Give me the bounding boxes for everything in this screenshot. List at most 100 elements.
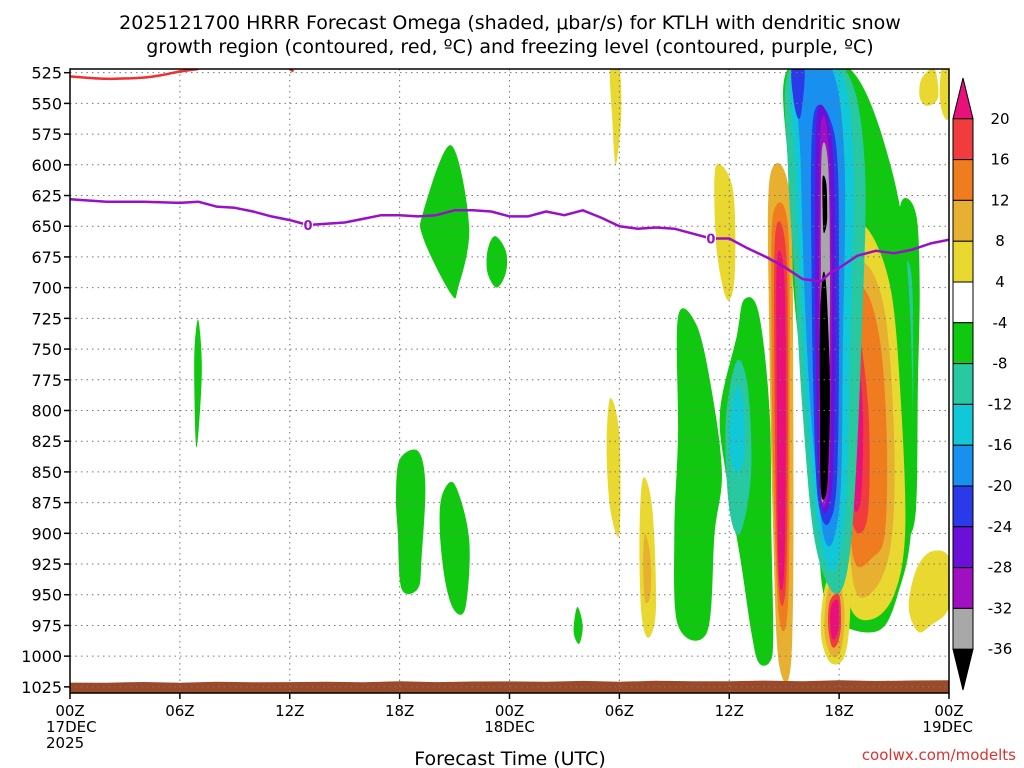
colorbar-label-9: -20 xyxy=(988,477,1013,495)
colorbar-bin-10 xyxy=(952,485,974,528)
x-tick-label-0-0: 00Z xyxy=(55,702,84,720)
omega-region-15 xyxy=(714,163,736,301)
y-tick-label-1025: 1025 xyxy=(21,678,62,697)
omega-region-34 xyxy=(830,599,840,640)
omega-region-17 xyxy=(643,533,652,604)
dgz-contour xyxy=(70,69,199,81)
colorbar-label-12: -32 xyxy=(988,599,1013,617)
colorbar-bin-1 xyxy=(952,118,974,161)
y-tick-label-750: 750 xyxy=(31,340,62,359)
omega-region-6 xyxy=(674,308,722,641)
x-tick-label-48-0: 00Z xyxy=(934,702,963,720)
x-tick-label-42-0: 18Z xyxy=(824,702,853,720)
omega-region-2 xyxy=(486,236,508,288)
colorbar-label-8: -16 xyxy=(988,436,1013,454)
omega-region-3 xyxy=(395,449,426,595)
colorbar-label-11: -28 xyxy=(988,559,1013,577)
y-tick-label-725: 725 xyxy=(31,309,62,328)
grid-lines xyxy=(69,69,950,693)
y-tick-label-800: 800 xyxy=(31,401,62,420)
colorbar-bin-2 xyxy=(952,159,974,201)
colorbar-bin-7 xyxy=(952,363,974,405)
omega-region-19 xyxy=(919,69,939,106)
x-tick-label-12-0: 12Z xyxy=(275,702,304,720)
colorbar-label-7: -12 xyxy=(988,395,1013,413)
omega-region-44 xyxy=(791,69,805,119)
colorbar-label-5: -4 xyxy=(993,314,1008,332)
y-tick-label-650: 650 xyxy=(31,217,62,236)
y-tick-label-925: 925 xyxy=(31,555,62,574)
x-tick-label-6-0: 06Z xyxy=(165,702,194,720)
freezing-level-label-0: 0 xyxy=(304,219,313,234)
colorbar-bin-8 xyxy=(952,403,974,446)
y-tick-label-1000: 1000 xyxy=(21,647,62,666)
x-tick-label-0-1: 17DEC xyxy=(46,718,97,736)
y-tick-label-625: 625 xyxy=(31,187,62,206)
y-tick-label-900: 900 xyxy=(31,524,62,543)
omega-region-4 xyxy=(439,481,470,615)
x-tick-label-48-1: 19DEC xyxy=(922,718,973,736)
colorbar-bin-0 xyxy=(952,77,974,120)
freezing-level-label-1: 0 xyxy=(706,233,715,248)
colorbar: 20 16 12 8 4 -4 -8 -12 -16 -20 -24 -28 -32 -36 xyxy=(952,77,1013,691)
omega-region-18 xyxy=(908,550,949,633)
colorbar-bin-11 xyxy=(952,526,974,569)
terrain-fill xyxy=(70,680,949,693)
x-axis-label: Forecast Time (UTC) xyxy=(414,748,605,768)
omega-region-42 xyxy=(822,175,828,234)
freezing-label-bg-0 xyxy=(303,218,314,232)
credit-text: coolwx.com/modelts xyxy=(862,746,1016,764)
y-tick-label-525: 525 xyxy=(31,64,62,83)
omega-region-0 xyxy=(194,319,202,448)
colorbar-label-10: -24 xyxy=(988,518,1013,536)
omega-shaded-regions xyxy=(194,69,949,683)
colorbar-bin-9 xyxy=(952,444,974,487)
omega-region-9 xyxy=(729,385,745,474)
y-tick-label-850: 850 xyxy=(31,463,62,482)
colorbar-label-0: 20 xyxy=(990,110,1009,128)
omega-region-1 xyxy=(420,145,470,299)
colorbar-bin-14 xyxy=(952,648,974,691)
colorbar-bin-5 xyxy=(952,281,974,324)
omega-region-30 xyxy=(776,250,786,591)
omega-region-14 xyxy=(609,69,622,165)
x-tick-label-24-0: 00Z xyxy=(495,702,524,720)
contour-lines: 00 xyxy=(70,69,949,283)
colorbar-bin-13 xyxy=(952,607,974,650)
colorbar-bin-3 xyxy=(952,199,974,242)
y-tick-label-775: 775 xyxy=(31,371,62,390)
y-tick-label-950: 950 xyxy=(31,586,62,605)
y-tick-label-975: 975 xyxy=(31,616,62,635)
x-tick-label-36-0: 12Z xyxy=(715,702,744,720)
chart-title-line2: growth region (contoured, red, ºC) and f… xyxy=(146,36,873,58)
y-tick-label-675: 675 xyxy=(31,248,62,267)
y-tick-label-550: 550 xyxy=(31,94,62,113)
x-tick-label-0-2: 2025 xyxy=(46,734,84,752)
chart-title-line1: 2025121700 HRRR Forecast Omega (shaded, … xyxy=(119,12,901,34)
freezing-level-line xyxy=(70,197,949,283)
x-tick-label-30-0: 06Z xyxy=(605,702,634,720)
colorbar-bin-6 xyxy=(952,322,974,365)
y-tick-label-600: 600 xyxy=(31,156,62,175)
y-tick-label-700: 700 xyxy=(31,279,62,298)
y-tick-label-575: 575 xyxy=(31,125,62,144)
colorbar-label-4: 4 xyxy=(995,273,1005,291)
omega-region-20 xyxy=(939,69,949,120)
omega-region-5 xyxy=(573,606,583,644)
omega-region-13 xyxy=(606,398,621,537)
colorbar-bin-12 xyxy=(952,567,974,609)
colorbar-label-13: -36 xyxy=(988,640,1013,658)
colorbar-label-1: 16 xyxy=(990,151,1009,169)
omega-region-43 xyxy=(819,271,831,500)
colorbar-bin-4 xyxy=(952,240,974,283)
freezing-label-bg-1 xyxy=(705,231,716,246)
x-tick-label-18-0: 18Z xyxy=(385,702,414,720)
x-tick-label-24-1: 18DEC xyxy=(484,718,535,736)
y-axis-ticks: 525 550 575 600 625 650 675 700 725 750 775 800 825 8… xyxy=(21,64,70,697)
y-tick-label-875: 875 xyxy=(31,494,62,513)
colorbar-label-2: 12 xyxy=(990,191,1009,209)
colorbar-label-3: 8 xyxy=(995,232,1005,250)
colorbar-label-6: -8 xyxy=(993,355,1008,373)
